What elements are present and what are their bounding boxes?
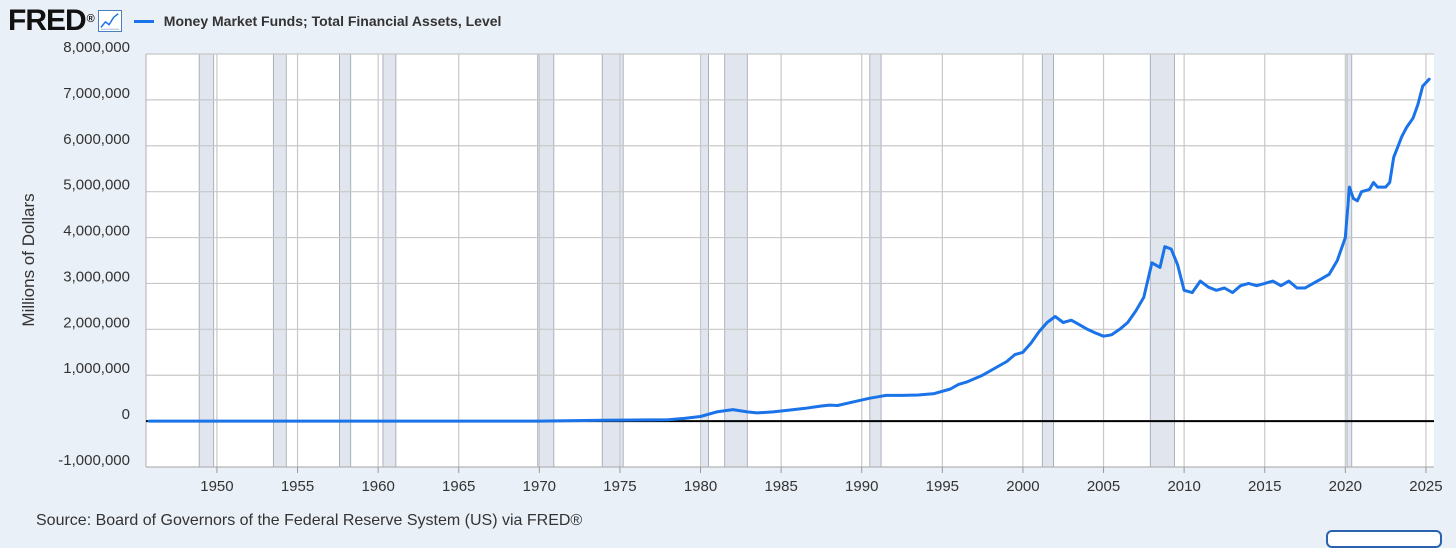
logo-text: FRED [8, 4, 87, 37]
y-tick-label: 8,000,000 [63, 39, 130, 56]
y-tick-label: 3,000,000 [63, 268, 130, 285]
recession-band [869, 53, 882, 468]
x-tick-label: 1980 [684, 478, 717, 495]
x-tick-label: 1965 [442, 478, 475, 495]
y-tick-label: 6,000,000 [63, 131, 130, 148]
x-tick-label: 1995 [926, 478, 959, 495]
y-tick-label: 7,000,000 [63, 85, 130, 102]
x-tick-label: 1970 [523, 478, 556, 495]
plot-area [146, 54, 1434, 467]
legend: Money Market Funds; Total Financial Asse… [133, 13, 502, 29]
download-button[interactable] [1326, 530, 1442, 548]
series-layer [147, 77, 1431, 423]
x-tick-label: 1975 [603, 478, 636, 495]
axes: -1,000,000 0 1,000,000 2,000,000 3,000,000 4,… [58, 39, 1442, 495]
y-tick-label: 2,000,000 [63, 314, 130, 331]
recession-band [537, 53, 555, 468]
y-tick-label: -1,000,000 [58, 452, 130, 469]
legend-swatch [133, 19, 154, 23]
fred-logo[interactable]: FRED® [8, 4, 95, 37]
recession-band [1041, 53, 1054, 468]
y-tick-label: 1,000,000 [63, 360, 130, 377]
line-chart-icon [97, 10, 122, 32]
recession-shading [198, 53, 1353, 468]
chart-plot: -1,000,000 0 1,000,000 2,000,000 3,000,000 4,… [19, 39, 1443, 495]
recession-band [724, 53, 748, 468]
recession-band [382, 53, 397, 468]
x-tick-label: 2025 [1409, 478, 1442, 495]
x-tick-label: 2020 [1329, 478, 1362, 495]
y-tick-label: 4,000,000 [63, 223, 130, 240]
recession-band [1346, 53, 1353, 468]
x-tick-label: 1950 [200, 478, 233, 495]
recession-band [198, 53, 215, 468]
x-tick-label: 1955 [281, 478, 314, 495]
registered-mark: ® [86, 13, 95, 25]
x-tick-label: 2010 [1167, 478, 1200, 495]
recession-band [272, 53, 287, 468]
series-line [147, 77, 1431, 423]
x-tick-label: 1985 [764, 478, 797, 495]
legend-label: Money Market Funds; Total Financial Asse… [163, 13, 502, 29]
x-tick-label: 1960 [361, 478, 394, 495]
x-tick-label: 2015 [1248, 478, 1281, 495]
chart-header: FRED® Money Market Funds; Total Financia… [8, 4, 501, 38]
y-axis-label: Millions of Dollars [19, 193, 38, 326]
source-note: Source: Board of Governors of the Federa… [36, 512, 583, 529]
gridlines [146, 53, 1434, 468]
y-tick-label: 0 [122, 406, 130, 423]
x-tick-label: 2000 [1006, 478, 1039, 495]
x-tick-label: 2005 [1087, 478, 1120, 495]
recession-band [700, 53, 709, 468]
x-tick-label: 1990 [845, 478, 878, 495]
y-tick-label: 5,000,000 [63, 177, 130, 194]
recession-band [339, 53, 352, 468]
